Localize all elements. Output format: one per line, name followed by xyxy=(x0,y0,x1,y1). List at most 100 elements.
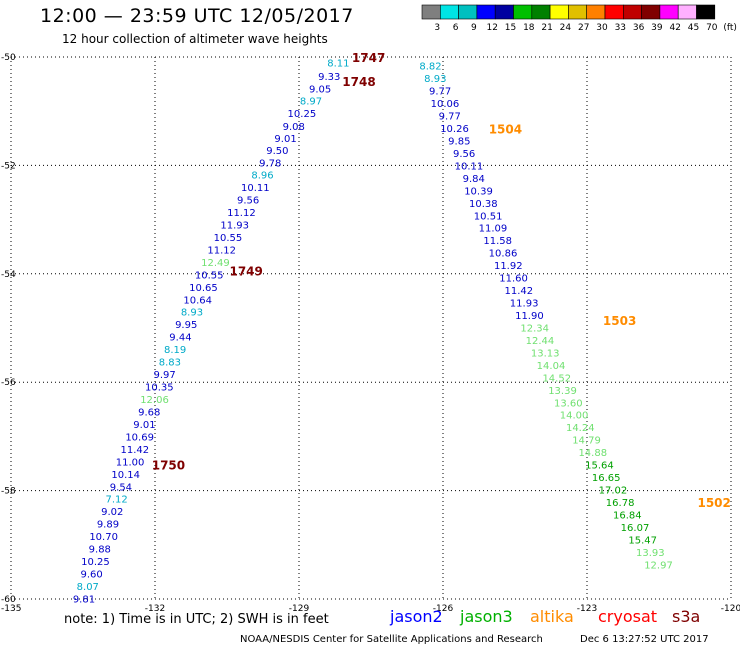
swh-value: 11.58 xyxy=(483,236,512,247)
swh-value: 12.49 xyxy=(201,258,230,269)
swh-value: 11.93 xyxy=(220,220,249,231)
lat-tick-label: -58 xyxy=(1,487,16,497)
scale-label: 45 xyxy=(688,23,699,33)
swh-value: 12.34 xyxy=(520,323,549,334)
swh-value: 10.11 xyxy=(241,183,270,194)
swh-value: 10.25 xyxy=(81,557,110,568)
scale-label: 9 xyxy=(471,23,477,33)
lon-tick-label: -129 xyxy=(289,604,310,614)
map-subtitle: 12 hour collection of altimeter wave hei… xyxy=(62,32,328,46)
swh-value: 8.93 xyxy=(181,308,203,319)
swh-value: 16.78 xyxy=(606,498,635,509)
swh-value: 9.88 xyxy=(89,545,111,556)
swh-value: 10.06 xyxy=(431,99,460,110)
swh-value: 10.26 xyxy=(440,124,469,135)
scale-swatch xyxy=(696,4,716,20)
swh-value: 9.56 xyxy=(237,196,259,207)
swh-value: 13.60 xyxy=(554,398,583,409)
swh-value: 14.88 xyxy=(578,448,607,459)
swh-value: 9.54 xyxy=(110,482,132,493)
swh-value: 16.65 xyxy=(592,473,621,484)
swh-value: 9.68 xyxy=(138,407,160,418)
swh-value: 13.93 xyxy=(636,548,665,559)
swh-value: 8.82 xyxy=(419,62,441,73)
credit-line: NOAA/NESDIS Center for Satellite Applica… xyxy=(240,634,543,645)
swh-value: 11.42 xyxy=(121,445,150,456)
scale-label: 15 xyxy=(505,23,516,33)
swh-value: 9.56 xyxy=(453,149,475,160)
scale-label: 27 xyxy=(578,23,589,33)
swh-value: 12.06 xyxy=(140,395,169,406)
satellite-s3a: s3a xyxy=(672,607,701,626)
swh-value: 9.81 xyxy=(73,594,95,605)
scale-label: 70 xyxy=(706,23,718,33)
swh-value: 8.96 xyxy=(251,171,273,182)
swh-value: 11.00 xyxy=(116,457,145,468)
swh-value: 8.93 xyxy=(424,74,446,85)
swh-value: 9.05 xyxy=(309,84,331,95)
swh-value: 11.12 xyxy=(207,245,236,256)
swh-value: 10.55 xyxy=(195,270,224,281)
lon-tick-label: -123 xyxy=(577,604,597,614)
satellite-jason2: jason2 xyxy=(390,607,443,626)
swh-value: 9.60 xyxy=(81,570,103,581)
swh-value: 10.11 xyxy=(455,161,484,172)
swh-value: 9.77 xyxy=(439,112,461,123)
swh-value: 9.01 xyxy=(133,420,155,431)
swh-value: 10.64 xyxy=(183,295,212,306)
swh-value: 10.55 xyxy=(214,233,243,244)
swh-value: 11.93 xyxy=(510,299,539,310)
lon-tick-label: -135 xyxy=(1,604,21,614)
lat-tick-label: -50 xyxy=(1,53,16,63)
swh-value: 8.83 xyxy=(159,358,181,369)
scale-label: 3 xyxy=(434,23,440,33)
swh-value: 10.35 xyxy=(145,383,174,394)
pass-time-label: 1747 xyxy=(352,51,385,65)
scale-label: 12 xyxy=(486,23,497,33)
swh-value: 14.00 xyxy=(560,411,589,422)
lat-tick-label: -56 xyxy=(1,378,16,388)
swh-value: 8.11 xyxy=(327,58,349,69)
swh-value: 10.14 xyxy=(111,470,140,481)
swh-value: 9.78 xyxy=(259,159,281,170)
lon-tick-label: -120 xyxy=(721,604,740,614)
swh-value: 9.08 xyxy=(283,122,305,133)
swh-value: 10.39 xyxy=(464,186,493,197)
lat-tick-label: -60 xyxy=(1,595,16,605)
swh-value: 9.02 xyxy=(101,507,123,518)
swh-value: 10.38 xyxy=(469,199,498,210)
swh-value: 11.09 xyxy=(479,224,508,235)
scale-label: 21 xyxy=(541,23,552,33)
swh-value: 13.13 xyxy=(531,348,560,359)
swh-value: 13.39 xyxy=(548,386,577,397)
swh-value: 7.12 xyxy=(105,495,127,506)
scale-label: 24 xyxy=(560,23,572,33)
scale-label: 6 xyxy=(453,23,459,33)
swh-value: 9.89 xyxy=(97,520,119,531)
swh-value: 16.84 xyxy=(613,510,642,521)
swh-value: 8.07 xyxy=(77,582,99,593)
pass-time-label: 1502 xyxy=(697,496,730,510)
swh-value: 12.44 xyxy=(526,336,555,347)
swh-value: 10.69 xyxy=(125,432,154,443)
swh-value: 10.51 xyxy=(474,211,503,222)
swh-value: 11.60 xyxy=(499,274,528,285)
pass-time-label: 1749 xyxy=(229,265,262,279)
swh-value: 9.85 xyxy=(448,136,470,147)
scale-label: 36 xyxy=(633,23,645,33)
swh-value: 10.70 xyxy=(89,532,118,543)
satellite-jason3: jason3 xyxy=(460,607,513,626)
scale-label: 33 xyxy=(615,23,626,33)
swh-value: 14.79 xyxy=(572,436,601,447)
lon-tick-label: -132 xyxy=(145,604,165,614)
swh-value: 9.01 xyxy=(274,134,296,145)
swh-value: 9.44 xyxy=(169,333,191,344)
scale-label: 39 xyxy=(651,23,663,33)
swh-value: 9.84 xyxy=(463,174,485,185)
swh-value: 11.90 xyxy=(515,311,544,322)
scale-label: 42 xyxy=(669,23,680,33)
swh-value: 10.86 xyxy=(489,249,518,260)
pass-time-label: 1750 xyxy=(152,459,185,473)
swh-value: 14.52 xyxy=(542,373,571,384)
